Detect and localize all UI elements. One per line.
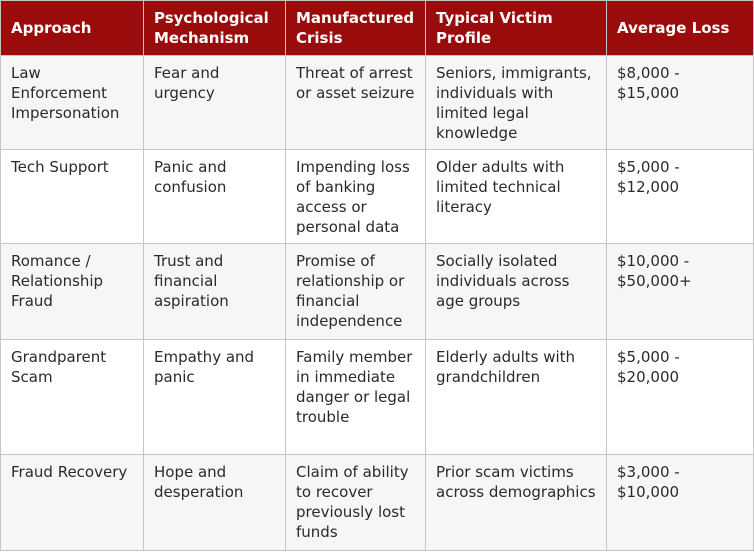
table-header: Approach Psychological Mechanism Manufactu… bbox=[0, 0, 754, 56]
table-cell: Panic and confusion bbox=[143, 149, 286, 244]
table-cell: Elderly adults with grandchildren bbox=[425, 339, 607, 455]
table-cell: Socially isolated individuals across age… bbox=[425, 243, 607, 340]
table-cell: Law Enforcement Impersonation bbox=[0, 55, 144, 150]
column-header: Approach bbox=[0, 0, 144, 56]
table-row: Fraud Recovery Hope and desperation Claim … bbox=[0, 454, 754, 551]
column-header: Psychological Mechanism bbox=[143, 0, 286, 56]
table-cell: $10,000 - $50,000+ bbox=[606, 243, 754, 340]
table-cell: Claim of ability to recover previously l… bbox=[285, 454, 426, 551]
header-row: Approach Psychological Mechanism Manufactu… bbox=[0, 0, 754, 56]
table-cell: Trust and financial aspiration bbox=[143, 243, 286, 340]
table-cell: Threat of arrest or asset seizure bbox=[285, 55, 426, 150]
table-body: Law Enforcement Impersonation Fear and ur… bbox=[0, 55, 754, 551]
table-cell: $8,000 - $15,000 bbox=[606, 55, 754, 150]
table-cell: Prior scam victims across demographics bbox=[425, 454, 607, 551]
table-cell: $5,000 - $12,000 bbox=[606, 149, 754, 244]
table-row: Law Enforcement Impersonation Fear and ur… bbox=[0, 55, 754, 150]
table-cell: Older adults with limited technical lite… bbox=[425, 149, 607, 244]
column-header: Typical Victim Profile bbox=[425, 0, 607, 56]
table-cell: $5,000 - $20,000 bbox=[606, 339, 754, 455]
table-row: Romance / Relationship Fraud Trust and fi… bbox=[0, 243, 754, 340]
table-cell: Promise of relationship or financial ind… bbox=[285, 243, 426, 340]
table-cell: Hope and desperation bbox=[143, 454, 286, 551]
table-cell: Seniors, immigrants, individuals with li… bbox=[425, 55, 607, 150]
table-cell: $3,000 - $10,000 bbox=[606, 454, 754, 551]
table-cell: Romance / Relationship Fraud bbox=[0, 243, 144, 340]
table-cell: Impending loss of banking access or pers… bbox=[285, 149, 426, 244]
column-header: Manufactured Crisis bbox=[285, 0, 426, 56]
table-row: Grandparent Scam Empathy and panic Family … bbox=[0, 339, 754, 455]
table-cell: Fear and urgency bbox=[143, 55, 286, 150]
table-cell: Fraud Recovery bbox=[0, 454, 144, 551]
table-row: Tech Support Panic and confusion Impending… bbox=[0, 149, 754, 244]
column-header: Average Loss bbox=[606, 0, 754, 56]
table-cell: Tech Support bbox=[0, 149, 144, 244]
table-cell: Family member in immediate danger or leg… bbox=[285, 339, 426, 455]
table-cell: Empathy and panic bbox=[143, 339, 286, 455]
table-cell: Grandparent Scam bbox=[0, 339, 144, 455]
